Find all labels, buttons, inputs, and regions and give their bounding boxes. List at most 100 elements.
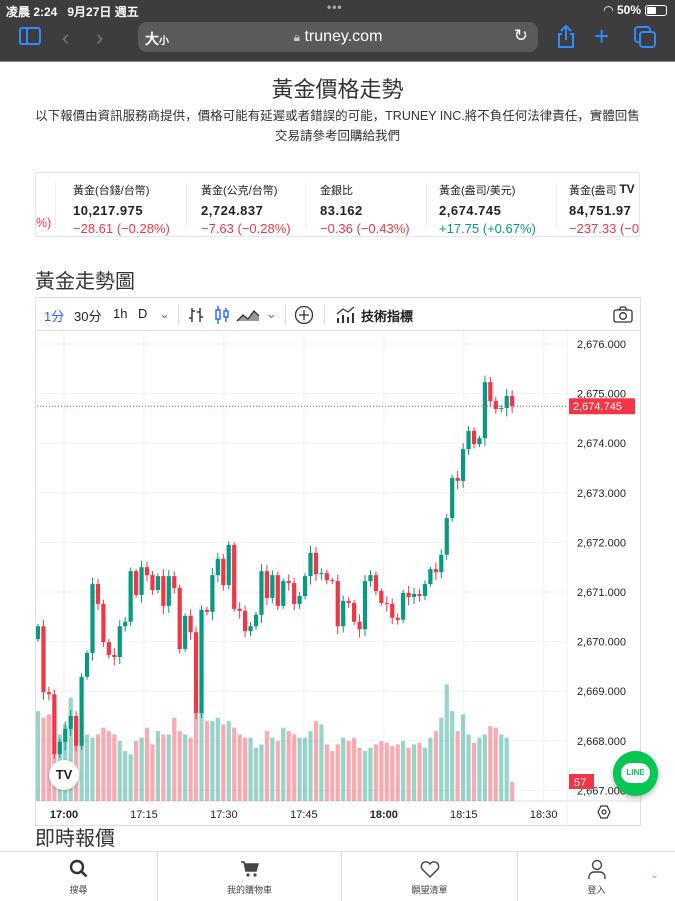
multitask-dots-icon[interactable]: ••• (327, 0, 343, 14)
volume-bar (275, 741, 280, 801)
tradingview-logo[interactable]: TV (615, 177, 639, 201)
price-chart[interactable]: 1分 30分 1h D ⌄ ⌄ 技術指標 2,676.000 2,675.000 2… (35, 297, 641, 826)
volume-bar (204, 721, 210, 801)
price-axis-label: 2,670.000 (577, 637, 626, 649)
volume-bar (155, 731, 160, 801)
candle (275, 575, 280, 606)
candle (488, 382, 493, 402)
indicators-icon[interactable] (336, 306, 356, 324)
candle (264, 571, 269, 598)
interval-1h[interactable]: 1h (113, 306, 128, 321)
candle (292, 583, 297, 604)
volume-bar (253, 747, 259, 801)
volume-bar (444, 684, 449, 801)
disclaimer: 以下報價由資訊服務商提供，價格可能有延遲或者錯誤的可能，TRUNEY INC.將… (35, 109, 640, 143)
volume-bar (112, 734, 117, 801)
candle (330, 580, 335, 582)
nav-cart[interactable]: 我的購物車 (158, 852, 341, 901)
candle (139, 567, 144, 595)
candle (199, 609, 204, 714)
address-bar[interactable]: 大小 🔒︎ truney.com ↻ (138, 22, 538, 52)
candle (155, 576, 160, 591)
volume-bar (144, 727, 150, 801)
candle (373, 575, 378, 592)
scroll-down-chevron-icon[interactable]: ⌄ (650, 869, 660, 881)
price-axis-label: 2,674.000 (577, 438, 626, 450)
volume-bar (488, 726, 493, 801)
candle (210, 575, 215, 612)
battery-percent: 50% (616, 3, 641, 17)
ticker-item[interactable]: 黃金(台錢/台幣) 10,217.975 −28.61 (−0.28%) (73, 185, 170, 236)
volume-bar (395, 744, 400, 801)
interval-1m[interactable]: 1分 (44, 309, 65, 324)
interval-dropdown-icon[interactable]: ⌄ (159, 306, 170, 321)
volume-bar (226, 721, 231, 801)
nav-search[interactable]: 搜尋 (0, 852, 157, 901)
volume-bar (335, 744, 340, 801)
ticker-item[interactable]: 金銀比 83.162 −0.36 (−0.43%) (320, 185, 410, 236)
share-icon[interactable] (556, 24, 576, 55)
reload-icon[interactable]: ↻ (513, 26, 528, 45)
candle (346, 600, 351, 603)
volume-bar (499, 734, 504, 801)
tabs-icon[interactable] (634, 25, 656, 55)
candle (411, 593, 417, 597)
last-price-tag (569, 398, 635, 415)
settings-icon[interactable] (597, 805, 611, 819)
camera-icon[interactable] (613, 306, 633, 323)
volume-bar (308, 731, 313, 801)
area-chart-type-icon[interactable] (236, 307, 260, 323)
candle (84, 653, 90, 677)
candle (308, 552, 313, 577)
candle (455, 477, 460, 481)
nav-wishlist[interactable]: 願望清單 (342, 852, 517, 901)
candle (183, 615, 188, 650)
candle (243, 610, 248, 632)
line-chat-button[interactable]: LINE (613, 751, 658, 796)
volume-bar (362, 751, 368, 801)
candle (324, 573, 329, 581)
nav-login[interactable]: 登入 (518, 852, 675, 901)
volume-bar (324, 744, 329, 801)
forward-icon[interactable]: › (96, 25, 104, 50)
candle (215, 558, 220, 576)
candle (221, 558, 226, 586)
ticker-item[interactable]: 黃金(公克/台幣) 2,724.837 −7.63 (−0.28%) (201, 185, 291, 236)
volume-bar (390, 746, 395, 801)
compare-add-icon[interactable] (294, 305, 314, 325)
volume-bar (199, 684, 204, 801)
price-axis-label: 2,675.000 (577, 389, 626, 401)
candle (368, 575, 373, 582)
candle (428, 569, 433, 585)
volume-bar (504, 737, 509, 801)
volume-bar (150, 744, 155, 801)
time-axis-label: 18:30 (530, 809, 558, 821)
chart-canvas[interactable]: 2,676.000 2,675.000 2,674.000 2,673.000 2,67… (36, 298, 642, 827)
candle (395, 617, 400, 620)
tradingview-logo[interactable]: TV (49, 760, 79, 790)
back-icon[interactable]: ‹ (62, 25, 70, 50)
candle-chart-type-icon[interactable] (214, 305, 230, 325)
chart-type-dropdown-icon[interactable]: ⌄ (266, 306, 277, 321)
text-size-button[interactable]: 大小 (145, 31, 169, 47)
volume-bar (384, 742, 389, 801)
volume-bar (450, 711, 455, 801)
status-date: 9月27日 週五 (67, 5, 139, 19)
ticker-item[interactable]: 黃金(盎司 84,751.97 −237.33 (−0 (569, 185, 640, 236)
volume-bar (346, 741, 351, 801)
ticker-item[interactable]: 黃金(盎司/美元) 2,674.745 +17.75 (+0.67%) (439, 185, 536, 236)
new-tab-icon[interactable]: + (594, 21, 610, 51)
volume-bar (36, 711, 41, 801)
interval-d[interactable]: D (138, 306, 148, 321)
ticker-tape: %) 黃金(台錢/台幣) 10,217.975 −28.61 (−0.28%) 黃金… (35, 172, 640, 237)
indicators-button[interactable]: 技術指標 (361, 309, 414, 324)
volume-bar (417, 742, 422, 801)
wifi-icon: ◠ (603, 3, 613, 17)
sidebar-icon[interactable] (18, 25, 42, 53)
volume-bar (243, 737, 248, 801)
user-icon (587, 859, 606, 879)
bar-chart-type-icon[interactable] (188, 306, 204, 324)
volume-bar (46, 714, 51, 801)
interval-30m[interactable]: 30分 (74, 309, 102, 324)
candle (79, 676, 84, 746)
